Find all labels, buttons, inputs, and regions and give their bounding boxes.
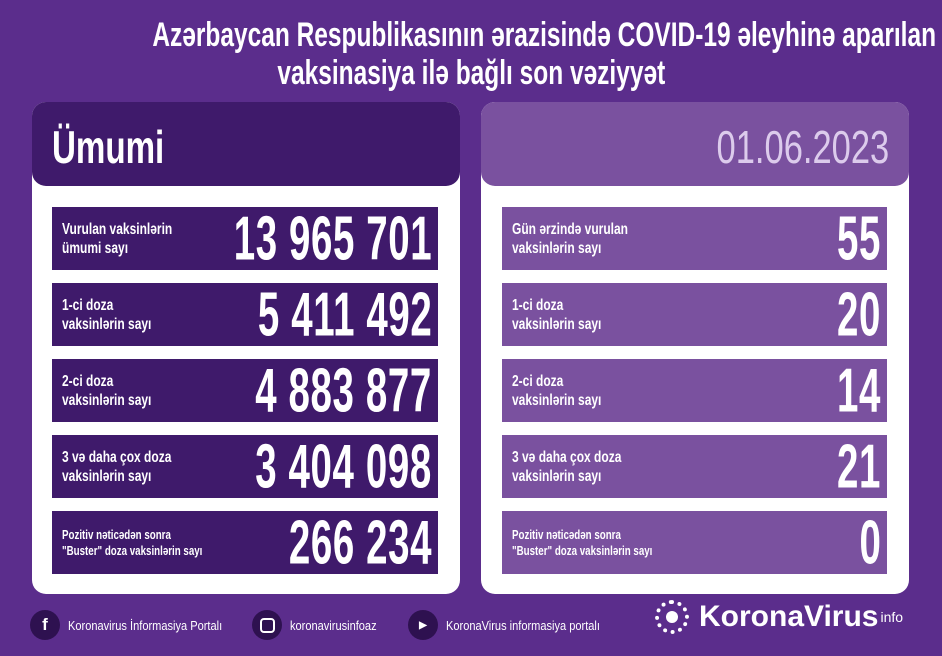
youtube-label: KoronaVirus informasiya portalı: [446, 617, 600, 633]
stat-label: 3 və daha çox doza vaksinlərin sayı: [512, 448, 622, 485]
total-header-label: Ümumi: [52, 121, 165, 173]
total-header: Ümumi: [32, 102, 460, 186]
stat-value: 266 234: [288, 508, 432, 577]
facebook-link[interactable]: f Koronavirus İnformasiya Portalı: [30, 607, 249, 643]
stat-row: Gün ərzində vurulan vaksinlərin sayı 55: [502, 204, 887, 273]
koronavirus-logo: KoronaVirus info: [655, 600, 903, 634]
date-label: 01.06.2023: [716, 121, 889, 173]
stat-value: 13 965 701: [233, 204, 432, 273]
stat-value: 3 404 098: [255, 432, 432, 501]
facebook-label: Koronavirus İnformasiya Portalı: [68, 617, 223, 633]
youtube-icon: ▶: [408, 610, 438, 640]
stat-label: 1-ci doza vaksinlərin sayı: [512, 296, 602, 333]
stat-value: 20: [836, 280, 881, 349]
virus-sun-icon: [655, 600, 689, 634]
stat-label: 2-ci doza vaksinlərin sayı: [512, 372, 602, 409]
stat-value: 55: [836, 204, 881, 273]
stat-label: Pozitiv nəticədən sonra "Buster" doza vak…: [62, 526, 203, 558]
stat-value: 4 883 877: [255, 356, 432, 425]
date-header: 01.06.2023: [481, 102, 909, 186]
stat-label: 1-ci doza vaksinlərin sayı: [62, 296, 152, 333]
stat-label: 2-ci doza vaksinlərin sayı: [62, 372, 152, 409]
stat-row: 1-ci doza vaksinlərin sayı 20: [502, 280, 887, 349]
total-panel: Ümumi Vurulan vaksinlərin ümumi sayı 13 96…: [32, 102, 460, 594]
logo-sup: info: [880, 609, 904, 625]
title-line-2: vaksinasiya ilə bağlı son vəziyyət: [277, 54, 665, 92]
facebook-icon: f: [30, 610, 60, 640]
page-title: Azərbaycan Respublikasının ərazisində CO…: [0, 16, 942, 92]
title-line-1: Azərbaycan Respublikasının ərazisində CO…: [152, 16, 937, 54]
stat-row: 3 və daha çox doza vaksinlərin sayı 3 404 …: [52, 432, 438, 501]
stat-row: 1-ci doza vaksinlərin sayı 5 411 492: [52, 280, 438, 349]
instagram-label: koronavirusinfoaz: [290, 617, 377, 633]
stat-label: 3 və daha çox doza vaksinlərin sayı: [62, 448, 172, 485]
stat-row: 2-ci doza vaksinlərin sayı 14: [502, 356, 887, 425]
logo-name: KoronaVirus: [699, 600, 879, 633]
stat-value: 0: [858, 508, 881, 577]
stat-value: 21: [836, 432, 881, 501]
stat-label: Pozitiv nəticədən sonra "Buster" doza vak…: [512, 526, 653, 558]
youtube-link[interactable]: ▶ KoronaVirus informasiya portalı: [408, 607, 627, 643]
instagram-icon: [252, 610, 282, 640]
stat-row: Pozitiv nəticədən sonra "Buster" doza vak…: [52, 508, 438, 577]
instagram-link[interactable]: koronavirusinfoaz: [252, 607, 392, 643]
stat-row: 2-ci doza vaksinlərin sayı 4 883 877: [52, 356, 438, 425]
stat-row: Vurulan vaksinlərin ümumi sayı 13 965 701: [52, 204, 438, 273]
stat-label: Gün ərzində vurulan vaksinlərin sayı: [512, 220, 629, 257]
stat-value: 14: [836, 356, 881, 425]
stat-row: Pozitiv nəticədən sonra "Buster" doza vak…: [502, 508, 887, 577]
stat-value: 5 411 492: [257, 280, 432, 349]
stat-row: 3 və daha çox doza vaksinlərin sayı 21: [502, 432, 887, 501]
daily-panel: 01.06.2023 Gün ərzində vurulan vaksinləri…: [481, 102, 909, 594]
stat-label: Vurulan vaksinlərin ümumi sayı: [62, 220, 173, 257]
